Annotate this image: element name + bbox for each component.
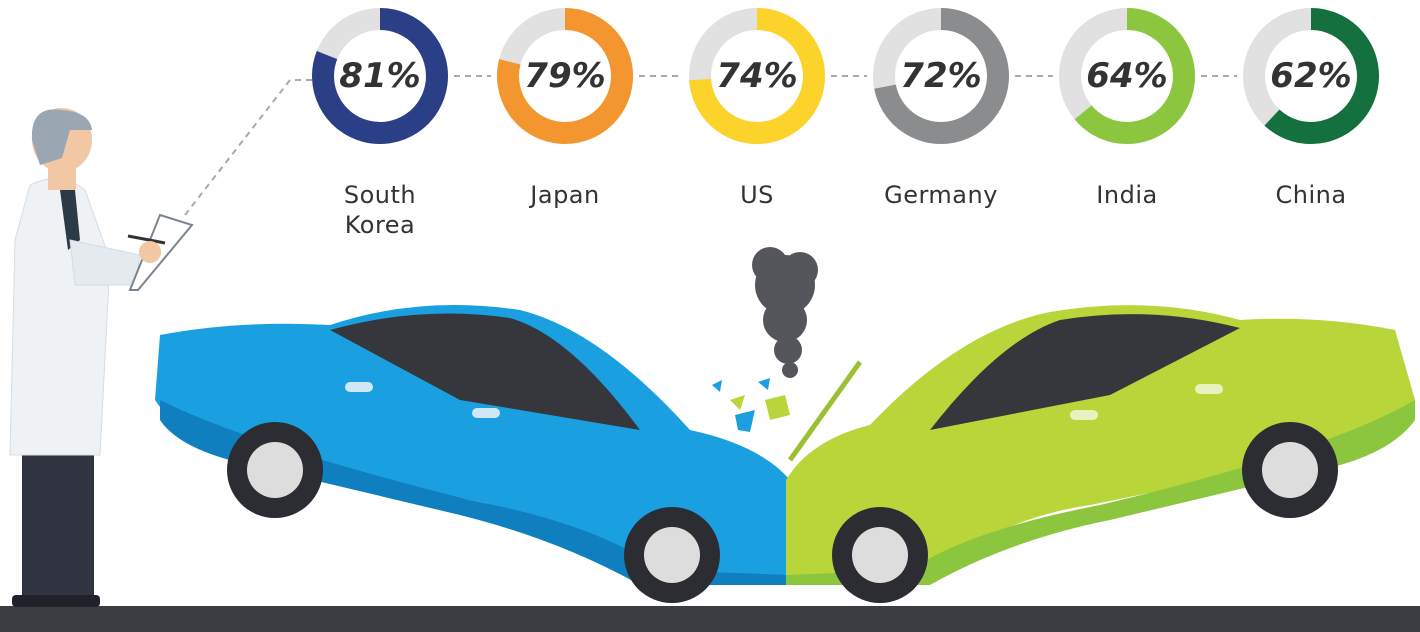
debris bbox=[712, 378, 790, 432]
category-label: South Korea bbox=[310, 180, 450, 240]
value-label: 79% bbox=[524, 56, 605, 96]
value-label: 74% bbox=[716, 56, 797, 96]
ground bbox=[0, 606, 1420, 632]
category-label: Germany bbox=[871, 180, 1011, 210]
scene: 81% 79% 74% 72% 64% 62% bbox=[0, 0, 1420, 632]
blue-car bbox=[155, 305, 790, 603]
category-label: Japan bbox=[495, 180, 635, 210]
page: {"chart_data": {"type": "donut", "catego… bbox=[0, 0, 1420, 632]
category-label: India bbox=[1057, 180, 1197, 210]
green-car bbox=[786, 305, 1415, 603]
value-label: 81% bbox=[339, 56, 420, 96]
illustration bbox=[0, 80, 1420, 632]
connector bbox=[185, 80, 312, 215]
category-label: US bbox=[687, 180, 827, 210]
donut-group: 81% 79% 74% 72% 64% 62% bbox=[323, 19, 1368, 133]
value-label: 64% bbox=[1086, 56, 1167, 96]
smoke bbox=[752, 247, 818, 378]
category-label: China bbox=[1241, 180, 1381, 210]
value-label: 72% bbox=[900, 56, 981, 96]
value-label: 62% bbox=[1270, 56, 1351, 96]
